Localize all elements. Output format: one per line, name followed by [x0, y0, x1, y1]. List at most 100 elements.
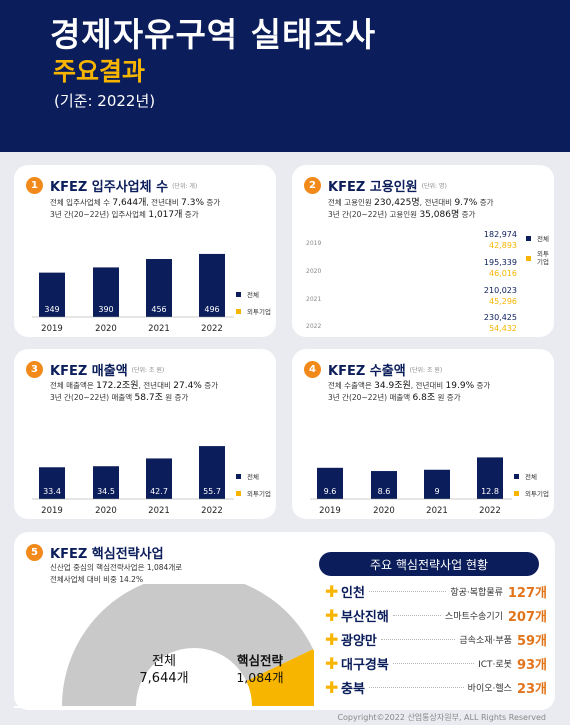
donut-slice-total [62, 584, 314, 706]
x-tick-label: 2019 [41, 324, 63, 334]
card-desc-line1: 전체 고용인원 230,425명, 전년대비 9.7% 증가 [328, 198, 494, 208]
plus-icon: ✚ [325, 653, 339, 673]
bar-2022 [477, 457, 503, 499]
plus-icon: ✚ [325, 581, 339, 601]
industry-label: ICT·로봇 [478, 659, 512, 670]
foreign-value-label: 54,432 [489, 324, 517, 333]
bar-value-label: 33.4 [43, 487, 61, 496]
card-desc-line1: 전체 수출액은 34.9조원, 전년대비 19.9% 증가 [328, 381, 491, 391]
x-tick-label: 2021 [426, 506, 448, 516]
card-desc-line2: 전체사업체 대비 비중 14.2% [50, 575, 144, 584]
bar-value-label: 390 [98, 305, 113, 314]
base-year-note: (기준: 2022년) [54, 92, 156, 110]
dotted-leader [368, 590, 447, 592]
bar-value-label: 42.7 [150, 487, 168, 496]
bar-2020 [93, 267, 119, 317]
strategy-row: ✚ 충북 바이오·헬스 23개 [325, 677, 547, 697]
number-badge: 3 [26, 361, 43, 378]
bar-2020 [93, 466, 119, 499]
number-badge: 5 [26, 544, 43, 561]
card-companies: 1 KFEZ 입주사업체 수 (단위: 개) 전체 입주사업체 수 7,644개… [14, 165, 276, 337]
count-label: 207개 [507, 609, 547, 625]
card-desc-line1: 신산업 중심의 핵심전략사업은 1,084개로 [50, 563, 183, 572]
y-category-label: 2022 [306, 323, 321, 330]
bar-2019 [39, 272, 65, 317]
number-badge: 1 [26, 177, 43, 194]
card-title: 3 KFEZ 매출액 (단위: 조 원) [26, 360, 164, 379]
donut-strategic-value: 1,084개 [236, 670, 283, 685]
dotted-leader [368, 686, 464, 688]
bar-value-label: 496 [204, 305, 219, 314]
count-label: 127개 [507, 585, 547, 601]
y-category-label: 2020 [306, 268, 321, 275]
page-title: 경제자유구역 실태조사 [50, 15, 377, 54]
number-badge: 4 [304, 361, 321, 378]
y-category-label: 2021 [306, 296, 321, 303]
page-subtitle: 주요결과 [53, 57, 146, 86]
card-desc-line2: 3년 간(20~22년) 고용인원 35,086명 증가 [328, 210, 476, 220]
bar-2022 [199, 253, 225, 317]
region-label: 대구경북 [341, 657, 389, 673]
card-title-text: KFEZ 수출액 [328, 364, 406, 379]
bar-chart-exports: 9.6 2019 8.6 2020 9 2021 12.8 2022 [310, 457, 512, 516]
x-tick-label: 2020 [95, 506, 117, 516]
x-tick-label: 2021 [148, 324, 170, 334]
industry-label: 금속소재·부품 [459, 635, 512, 646]
header-banner: 경제자유구역 실태조사 주요결과 (기준: 2022년) [0, 0, 570, 152]
industry-label: 항공·복합물류 [450, 587, 503, 598]
x-tick-label: 2019 [319, 506, 341, 516]
unit-label: (단위: 개) [172, 183, 198, 190]
bar-2019 [317, 467, 343, 499]
chart-legend: 전체 외투기업 [236, 289, 271, 323]
unit-label: (단위: 조 원) [131, 367, 165, 374]
card-desc-line2: 3년 간(20~22년) 입주사업체 1,017개 증가 [50, 210, 199, 220]
region-label: 충북 [341, 681, 365, 697]
card-exports: 4 KFEZ 수출액 (단위: 조 원) 전체 수출액은 34.9조원, 전년대… [292, 349, 554, 519]
bar-2021 [146, 259, 172, 317]
number-badge: 2 [304, 177, 321, 194]
bar-value-label: 12.8 [481, 487, 499, 496]
region-label: 광양만 [341, 633, 377, 649]
bar-chart-sales: 33.4 2019 34.5 2020 42.7 2021 55.7 2022 [32, 446, 234, 516]
total-value-label: 230,425 [484, 313, 517, 322]
plus-icon: ✚ [325, 605, 339, 625]
foreign-value-label: 46,016 [489, 269, 517, 278]
y-category-label: 2019 [306, 240, 321, 247]
x-tick-label: 2019 [41, 506, 63, 516]
chart-legend: 전체 외투기업 [514, 471, 549, 505]
card-desc-line1: 전체 매출액은 172.2조원, 전년대비 27.4% 증가 [50, 381, 219, 391]
card-title: 5 KFEZ 핵심전략사업 [26, 543, 164, 562]
strategy-row: ✚ 부산진해 스마트수송기기 207개 [325, 605, 547, 625]
bar-2021 [146, 458, 172, 499]
bar-value-label: 9.6 [324, 487, 337, 496]
bar-value-label: 349 [44, 305, 59, 314]
industry-label: 바이오·헬스 [467, 683, 512, 694]
card-title: 1 KFEZ 입주사업체 수 (단위: 개) [26, 176, 197, 195]
card-strategic-business: 5 KFEZ 핵심전략사업 신산업 중심의 핵심전략사업은 1,084개로 전체… [14, 532, 555, 710]
x-tick-label: 2021 [148, 506, 170, 516]
strategy-list-title: 주요 핵심전략사업 현황 [319, 552, 539, 576]
card-title: 4 KFEZ 수출액 (단위: 조 원) [304, 360, 442, 379]
card-desc-line2: 3년 간(20~22년) 매출액 58.7조 원 증가 [50, 393, 189, 403]
total-value-label: 210,023 [484, 286, 517, 295]
unit-label: (단위: 명) [421, 183, 447, 190]
region-label: 부산진해 [341, 609, 389, 625]
strategy-row: ✚ 대구경북 ICT·로봇 93개 [325, 653, 547, 673]
card-title-text: KFEZ 고용인원 [328, 180, 418, 195]
dotted-leader [380, 638, 456, 640]
bar-value-label: 55.7 [203, 487, 221, 496]
bar-chart-employment: 2019 182,974 42,893 2020 195,339 46,016 2021 21… [306, 230, 517, 333]
strategy-row: ✚ 인천 항공·복합물류 127개 [325, 581, 547, 601]
bar-value-label: 9 [434, 487, 439, 496]
plus-icon: ✚ [325, 629, 339, 649]
chart-legend: 전체 외투기업 [236, 471, 271, 505]
unit-label: (단위: 조 원) [409, 367, 443, 374]
bar-2022 [199, 446, 225, 499]
donut-slice-strategic [246, 649, 314, 706]
bar-2019 [39, 467, 65, 499]
half-donut-chart: 전체 7,644개 핵심전략 1,084개 [14, 584, 314, 708]
x-tick-label: 2022 [479, 506, 501, 516]
copyright-footer: Copyright©2022 산업통상자원부, ALL Rights Reser… [337, 713, 546, 722]
card-desc-line2: 3년 간(20~22년) 매출액 6.8조 원 증가 [328, 393, 461, 403]
plus-icon: ✚ [325, 677, 339, 697]
